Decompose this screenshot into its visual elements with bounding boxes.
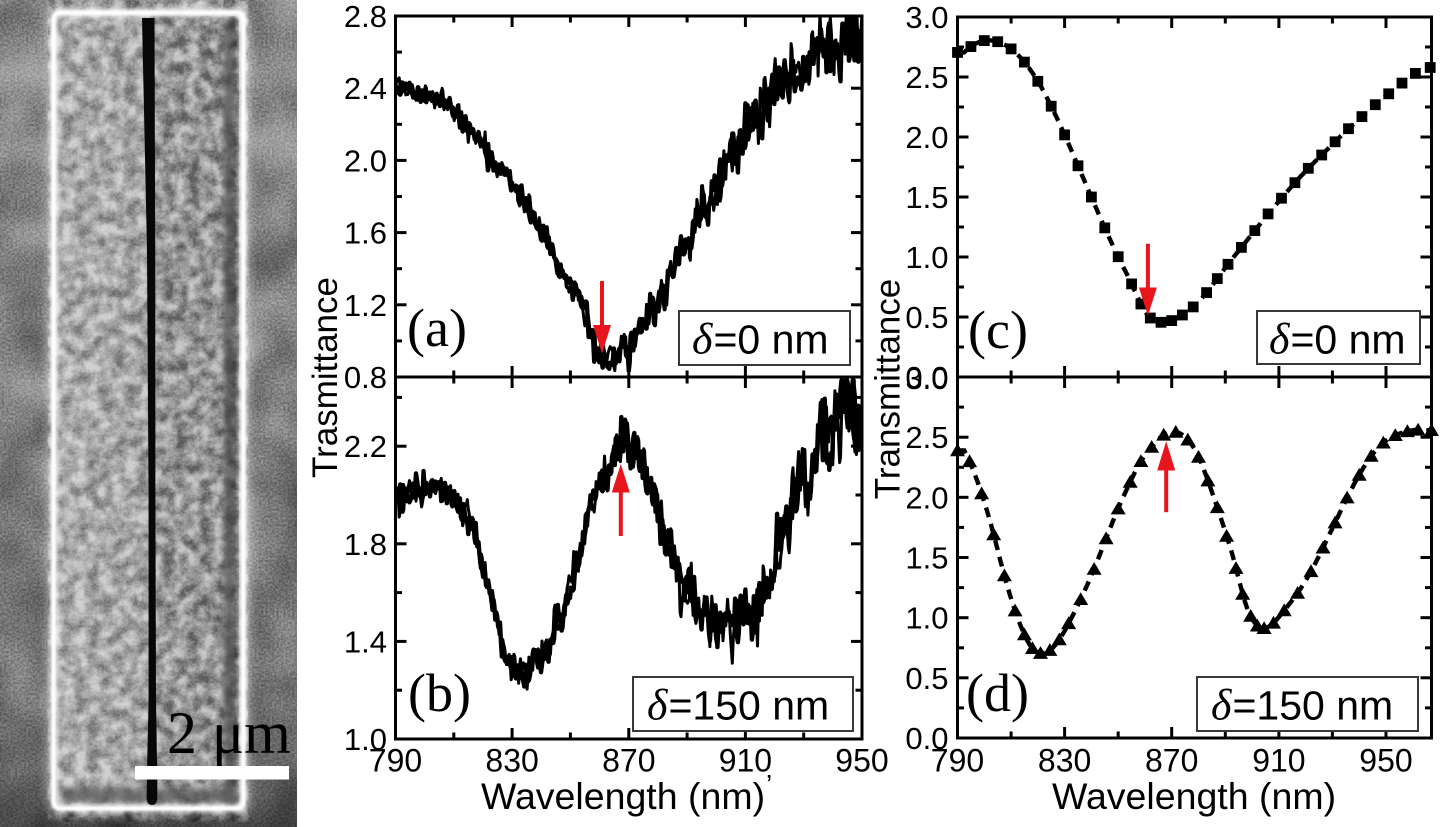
svg-text:2.2: 2.2 bbox=[344, 429, 387, 464]
svg-text:870: 870 bbox=[1145, 743, 1198, 779]
svg-text:1.2: 1.2 bbox=[344, 288, 387, 323]
svg-text:’: ’ bbox=[766, 769, 772, 800]
svg-text:2.5: 2.5 bbox=[905, 420, 948, 455]
svg-text:2.0: 2.0 bbox=[344, 143, 387, 178]
svg-text:3.0: 3.0 bbox=[905, 361, 948, 396]
svg-text:2.5: 2.5 bbox=[905, 60, 948, 95]
svg-text:2.0: 2.0 bbox=[905, 120, 948, 155]
svg-text:2 μm: 2 μm bbox=[167, 700, 291, 766]
svg-text:910: 910 bbox=[719, 743, 772, 779]
svg-text:1.6: 1.6 bbox=[344, 216, 387, 251]
svg-text:(b): (b) bbox=[408, 663, 471, 723]
svg-text:(a): (a) bbox=[407, 298, 467, 358]
svg-text:(d): (d) bbox=[966, 663, 1029, 723]
svg-text:1.0: 1.0 bbox=[344, 722, 387, 757]
svg-text:0.5: 0.5 bbox=[905, 300, 948, 335]
svg-text:2.4: 2.4 bbox=[344, 71, 387, 106]
svg-text:δ=150 nm: δ=150 nm bbox=[647, 681, 829, 730]
svg-text:1.8: 1.8 bbox=[344, 527, 387, 562]
svg-text:δ=150 nm: δ=150 nm bbox=[1211, 681, 1393, 730]
svg-text:3.0: 3.0 bbox=[905, 0, 948, 35]
svg-text:2.0: 2.0 bbox=[905, 480, 948, 515]
svg-text:δ=0 nm: δ=0 nm bbox=[1269, 315, 1406, 364]
svg-text:Transmittance: Transmittance bbox=[869, 279, 908, 499]
svg-text:0.8: 0.8 bbox=[344, 360, 387, 395]
svg-text:870: 870 bbox=[602, 743, 655, 779]
svg-text:910: 910 bbox=[1252, 743, 1305, 779]
svg-text:1.5: 1.5 bbox=[905, 180, 948, 215]
svg-text:790: 790 bbox=[931, 743, 984, 779]
svg-text:1.0: 1.0 bbox=[905, 240, 948, 275]
svg-text:0.0: 0.0 bbox=[905, 360, 948, 395]
svg-text:1.0: 1.0 bbox=[905, 601, 948, 636]
svg-text:1.4: 1.4 bbox=[344, 624, 387, 659]
svg-text:830: 830 bbox=[485, 743, 538, 779]
svg-text:0.5: 0.5 bbox=[905, 661, 948, 696]
svg-text:950: 950 bbox=[835, 743, 888, 779]
svg-text:δ=0 nm: δ=0 nm bbox=[692, 315, 829, 364]
svg-text:950: 950 bbox=[1359, 743, 1412, 779]
svg-text:830: 830 bbox=[1038, 743, 1091, 779]
svg-text:790: 790 bbox=[369, 743, 422, 779]
svg-text:Trasmittance: Trasmittance bbox=[306, 277, 345, 478]
svg-text:0.0: 0.0 bbox=[905, 721, 948, 756]
svg-text:Wavelength (nm): Wavelength (nm) bbox=[481, 775, 765, 817]
svg-text:1.5: 1.5 bbox=[905, 541, 948, 576]
svg-text:Wavelength (nm): Wavelength (nm) bbox=[1052, 775, 1336, 817]
svg-text:2.8: 2.8 bbox=[344, 0, 387, 34]
svg-text:(c): (c) bbox=[968, 300, 1028, 360]
